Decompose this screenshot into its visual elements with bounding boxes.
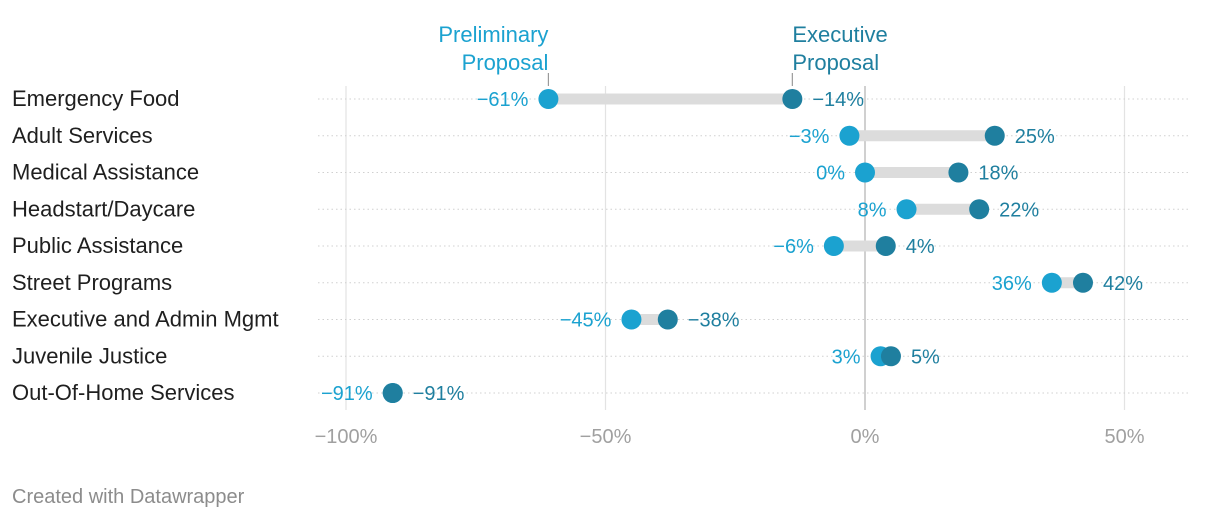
dot-executive	[948, 162, 969, 183]
category-label: Adult Services	[12, 123, 153, 148]
data-label-preliminary: −45%	[560, 310, 612, 332]
legend-label-preliminary: Preliminary Proposal	[438, 22, 548, 75]
legend-label-executive: Executive Proposal	[792, 22, 887, 75]
legend-label-line: Proposal	[462, 50, 549, 75]
dot-preliminary	[621, 309, 642, 330]
legend: Preliminary Proposal Executive Proposal	[438, 22, 888, 86]
dot-preliminary	[896, 199, 917, 220]
data-label-executive: 22%	[999, 199, 1039, 221]
x-tick-label: 0%	[851, 426, 880, 448]
data-label-preliminary: 3%	[832, 346, 861, 368]
x-tick-label: −100%	[315, 426, 378, 448]
data-label-executive: 25%	[1015, 126, 1055, 148]
category-label: Executive and Admin Mgmt	[12, 307, 279, 332]
data-label-preliminary: 0%	[816, 163, 845, 185]
category-labels: Emergency Food Adult Services Medical Assi…	[12, 86, 279, 405]
x-axis-tick-labels: −100% −50% 0% 50%	[315, 426, 1145, 448]
data-label-preliminary: −6%	[773, 236, 814, 258]
dot-preliminary	[1041, 272, 1062, 293]
data-labels: −61% −14% −3% 25% 0% 18% 8% 22% −6% 4% 36% 42% −45% −…	[321, 89, 1143, 405]
dot-executive	[880, 346, 901, 367]
dot-preliminary	[823, 236, 844, 256]
legend-label-line: Executive	[792, 22, 887, 47]
category-label: Headstart/Daycare	[12, 196, 195, 221]
data-label-preliminary: −91%	[321, 383, 373, 405]
data-label-executive: 42%	[1103, 273, 1143, 295]
dot-executive	[969, 199, 990, 220]
category-label: Juvenile Justice	[12, 343, 167, 368]
row-guides	[318, 98, 1188, 394]
category-label: Out-Of-Home Services	[12, 380, 235, 405]
data-label-executive: 4%	[906, 236, 935, 258]
data-label-preliminary: 8%	[858, 199, 887, 221]
dot-preliminary	[855, 162, 875, 183]
data-dots	[382, 89, 1093, 403]
dot-preliminary	[839, 125, 860, 146]
dot-preliminary	[538, 89, 559, 109]
category-label: Public Assistance	[12, 233, 183, 258]
category-label: Emergency Food	[12, 86, 180, 111]
data-label-preliminary: −61%	[477, 89, 529, 111]
dot-executive	[782, 89, 803, 109]
x-tick-label: 50%	[1104, 426, 1144, 448]
legend-label-line: Proposal	[792, 50, 879, 75]
dot-executive	[984, 125, 1005, 146]
dot-executive	[657, 309, 678, 330]
data-label-executive: −91%	[413, 383, 465, 405]
category-label: Medical Assistance	[12, 160, 199, 185]
category-label: Street Programs	[12, 270, 172, 295]
legend-label-line: Preliminary	[438, 22, 548, 47]
x-tick-label: −50%	[580, 426, 632, 448]
data-label-preliminary: 36%	[992, 273, 1032, 295]
data-label-executive: −14%	[812, 89, 864, 111]
data-label-executive: −38%	[688, 310, 740, 332]
footer-credit: Created with Datawrapper	[12, 486, 245, 508]
data-label-preliminary: −3%	[789, 126, 830, 148]
gridlines	[345, 86, 1126, 410]
dot-executive	[875, 236, 896, 256]
data-label-executive: 18%	[978, 163, 1018, 185]
dot-executive	[382, 383, 403, 403]
dot-executive	[1072, 272, 1093, 293]
range-connectors	[548, 93, 1083, 362]
data-label-executive: 5%	[911, 346, 940, 368]
